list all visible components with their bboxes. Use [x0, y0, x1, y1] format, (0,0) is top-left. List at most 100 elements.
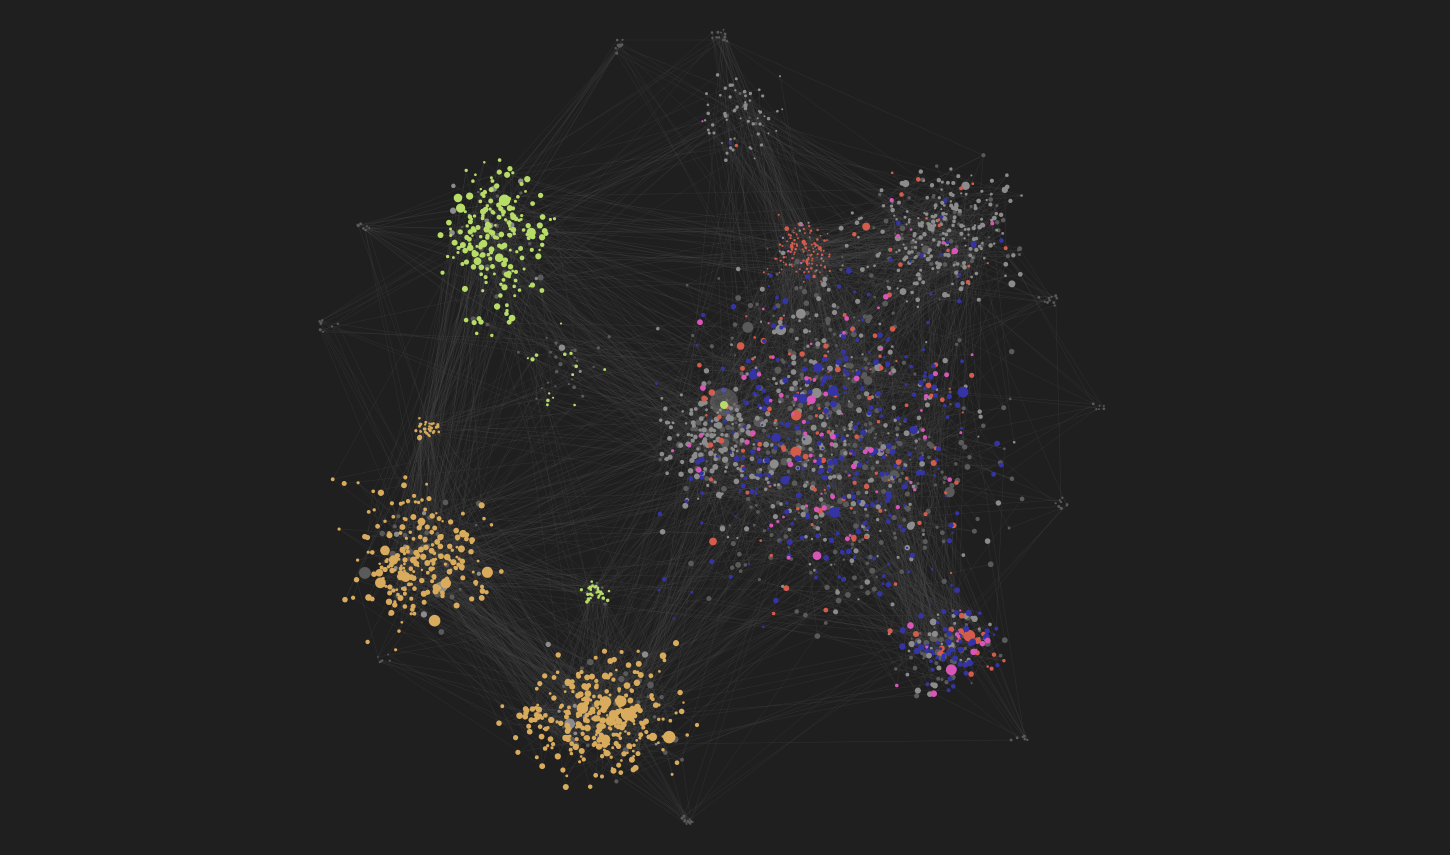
graph-node-dim[interactable] — [545, 336, 548, 339]
graph-node-dim[interactable] — [442, 499, 449, 506]
graph-node-dim[interactable] — [845, 592, 851, 598]
graph-node-dim[interactable] — [901, 360, 906, 365]
graph-node-dim[interactable] — [904, 491, 910, 497]
graph-node-dim[interactable] — [864, 423, 868, 427]
graph-node-dim[interactable] — [832, 549, 838, 555]
graph-node-dim[interactable] — [816, 256, 818, 259]
graph-node-dim[interactable] — [809, 237, 811, 240]
graph-node-dim[interactable] — [1001, 637, 1008, 644]
graph-node-dim[interactable] — [803, 358, 808, 362]
graph-node-dim[interactable] — [734, 354, 737, 357]
graph-node-dim[interactable] — [730, 541, 736, 547]
graph-node-dim[interactable] — [519, 191, 523, 195]
graph-node-dim[interactable] — [928, 443, 935, 449]
graph-node-dim[interactable] — [735, 295, 742, 301]
graph-node-dim[interactable] — [824, 491, 827, 495]
graph-node-dim[interactable] — [587, 658, 594, 666]
graph-node-dim[interactable] — [555, 370, 558, 374]
graph-node-dim[interactable] — [927, 435, 931, 439]
graph-node-dim[interactable] — [834, 424, 839, 428]
graph-node-dim[interactable] — [826, 274, 829, 277]
graph-node-dim[interactable] — [725, 424, 731, 431]
graph-node-dim[interactable] — [918, 631, 922, 635]
graph-node-dim[interactable] — [957, 338, 962, 343]
graph-node-dim[interactable] — [905, 505, 911, 512]
graph-node-dim[interactable] — [680, 757, 684, 762]
graph-node-dim[interactable] — [749, 505, 753, 509]
graph-node-dim[interactable] — [730, 336, 734, 340]
graph-node-dim[interactable] — [980, 423, 986, 429]
graph-node-dim[interactable] — [922, 539, 928, 545]
graph-node-dim[interactable] — [873, 436, 877, 440]
graph-node-dim[interactable] — [823, 621, 828, 625]
graph-node-dim[interactable] — [824, 584, 830, 590]
graph-node-dim[interactable] — [746, 497, 751, 501]
graph-node-dim[interactable] — [897, 440, 903, 447]
graph-node-dim[interactable] — [703, 449, 707, 452]
graph-node-dim[interactable] — [540, 387, 543, 390]
graph-node-dim[interactable] — [963, 646, 967, 651]
graph-node-dim[interactable] — [823, 450, 827, 453]
graph-node-dim[interactable] — [988, 197, 993, 202]
graph-node-dim[interactable] — [891, 311, 895, 315]
graph-node-dim[interactable] — [865, 590, 871, 596]
graph-node-dim[interactable] — [814, 633, 821, 639]
graph-node-dim[interactable] — [721, 485, 727, 492]
graph-node-dim[interactable] — [850, 331, 857, 338]
graph-node-dim[interactable] — [600, 586, 604, 589]
graph-node-dim[interactable] — [571, 378, 574, 381]
graph-node-dim[interactable] — [707, 380, 712, 385]
graph-node-dim[interactable] — [994, 220, 1000, 225]
graph-node-dim[interactable] — [869, 567, 876, 574]
graph-node-dim[interactable] — [962, 444, 968, 450]
graph-node-dim[interactable] — [861, 538, 865, 542]
graph-node-dim[interactable] — [742, 322, 754, 333]
graph-node-dim[interactable] — [775, 272, 779, 276]
graph-node-dim[interactable] — [1005, 254, 1010, 259]
graph-node-dim[interactable] — [792, 229, 795, 232]
graph-node-dim[interactable] — [835, 597, 842, 604]
graph-node-dim[interactable] — [474, 523, 478, 527]
graph-node-dim[interactable] — [939, 530, 945, 536]
graph-node-dim[interactable] — [863, 357, 868, 362]
graph-node-dim[interactable] — [562, 684, 566, 689]
graph-node-dim[interactable] — [942, 262, 948, 267]
graph-node-dim[interactable] — [856, 394, 862, 400]
graph-node-dim[interactable] — [803, 300, 810, 306]
graph-node-dim[interactable] — [967, 454, 972, 460]
graph-node-dim[interactable] — [549, 350, 552, 354]
graph-node-dim[interactable] — [868, 421, 871, 424]
graph-node-dim[interactable] — [738, 569, 743, 573]
graph-node-dim[interactable] — [547, 381, 550, 384]
graph-node-dim[interactable] — [807, 414, 814, 420]
graph-node-dim[interactable] — [855, 490, 861, 496]
graph-node-dim[interactable] — [725, 462, 730, 467]
graph-node-dim[interactable] — [935, 525, 939, 529]
graph-node-dim[interactable] — [874, 432, 878, 436]
graph-node-dim[interactable] — [937, 617, 940, 620]
graph-node-dim[interactable] — [762, 529, 767, 533]
graph-node-dim[interactable] — [581, 394, 585, 398]
graph-node-dim[interactable] — [603, 602, 607, 606]
graph-node-dim[interactable] — [438, 628, 445, 635]
graph-node-dim[interactable] — [659, 694, 664, 700]
graph-node-dim[interactable] — [815, 248, 818, 251]
graph-node-dim[interactable] — [913, 372, 917, 376]
graph-node-dim[interactable] — [873, 295, 877, 299]
graph-node-dim[interactable] — [717, 277, 721, 280]
graph-node-dim[interactable] — [801, 288, 808, 295]
graph-node-dim[interactable] — [774, 366, 782, 374]
graph-node-dim[interactable] — [769, 532, 774, 538]
graph-node-dim[interactable] — [811, 450, 815, 454]
graph-node-dim[interactable] — [755, 503, 758, 507]
graph-node-dim[interactable] — [857, 319, 861, 322]
graph-node-dim[interactable] — [798, 379, 801, 382]
graph-node-dim[interactable] — [894, 426, 900, 431]
graph-node-dim[interactable] — [852, 510, 857, 515]
graph-node-dim[interactable] — [916, 482, 920, 486]
graph-node-dim[interactable] — [837, 500, 840, 503]
graph-node-dim[interactable] — [607, 335, 611, 339]
graph-node-dim[interactable] — [824, 401, 830, 407]
graph-node-dim[interactable] — [424, 530, 430, 536]
